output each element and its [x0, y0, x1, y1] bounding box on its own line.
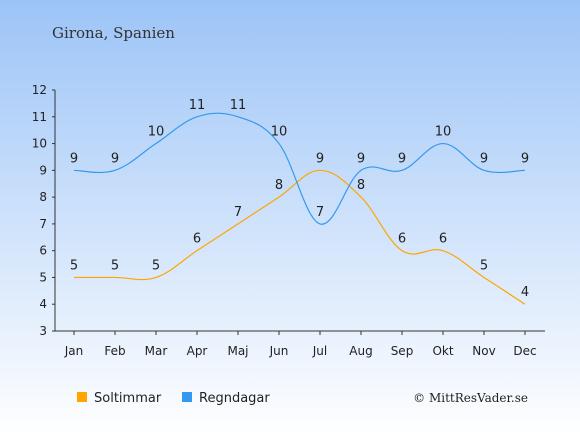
data-label-soltimmar: 5 [111, 258, 119, 273]
data-label-regndagar: 10 [148, 125, 165, 140]
data-label-soltimmar: 5 [480, 258, 488, 273]
y-tick-label: 12 [32, 83, 47, 97]
y-axis-ticks: 3 4 5 6 7 8 9 10 11 12 [32, 83, 55, 338]
x-tick-label: Sep [391, 344, 414, 358]
y-tick-label: 11 [32, 110, 47, 124]
data-label-soltimmar: 6 [439, 232, 447, 247]
data-label-regndagar: 9 [357, 151, 365, 166]
x-tick-label: Okt [432, 344, 453, 358]
x-tick-label: Feb [104, 344, 125, 358]
data-label-regndagar: 11 [230, 98, 247, 113]
data-label-regndagar: 9 [111, 151, 119, 166]
series-lines [73, 112, 526, 305]
legend-label-regndagar: Regndagar [199, 391, 270, 406]
data-labels: 5 5 5 6 7 8 9 8 6 6 5 4 9 9 10 11 11 10 7 9 9 10 9 9 [70, 98, 529, 300]
x-tick-label: Jul [312, 344, 327, 358]
y-tick-label: 3 [39, 324, 47, 338]
data-label-soltimmar: 6 [193, 232, 201, 247]
y-tick-label: 8 [39, 190, 47, 204]
y-tick-label: 7 [39, 217, 47, 231]
chart-title: Girona, Spanien [52, 24, 175, 42]
x-tick-label: Dec [513, 344, 536, 358]
credit-text: © MittResVader.se [413, 391, 528, 405]
y-tick-label: 9 [39, 163, 47, 177]
y-tick-label: 4 [39, 297, 47, 311]
data-label-soltimmar: 8 [275, 178, 283, 193]
data-label-regndagar: 10 [271, 125, 288, 140]
x-tick-label: Maj [227, 344, 248, 358]
data-label-soltimmar: 4 [521, 285, 529, 300]
legend: Soltimmar Regndagar [77, 391, 270, 406]
data-label-soltimmar: 8 [357, 178, 365, 193]
data-label-regndagar: 11 [189, 98, 206, 113]
data-label-soltimmar: 5 [152, 258, 160, 273]
x-tick-label: Aug [349, 344, 372, 358]
x-tick-label: Mar [145, 344, 168, 358]
data-label-regndagar: 9 [521, 151, 529, 166]
data-label-soltimmar: 5 [70, 258, 78, 273]
y-tick-label: 6 [39, 244, 47, 258]
x-tick-label: Jun [269, 344, 289, 358]
legend-swatch-regndagar [182, 392, 192, 402]
x-axis-ticks: Jan Feb Mar Apr Maj Jun Jul Aug Sep Okt Nov Dec [64, 331, 537, 358]
data-label-regndagar: 10 [435, 125, 452, 140]
data-label-soltimmar: 6 [398, 232, 406, 247]
data-label-regndagar: 9 [70, 151, 78, 166]
series-line-regndagar [73, 112, 526, 225]
x-tick-label: Jan [64, 344, 84, 358]
data-label-soltimmar: 7 [234, 205, 242, 220]
legend-swatch-soltimmar [77, 392, 87, 402]
data-label-regndagar: 7 [316, 205, 324, 220]
y-tick-label: 10 [32, 137, 47, 151]
data-label-regndagar: 9 [480, 151, 488, 166]
legend-label-soltimmar: Soltimmar [94, 391, 162, 406]
x-tick-label: Nov [472, 344, 495, 358]
data-label-regndagar: 9 [398, 151, 406, 166]
data-label-soltimmar: 9 [316, 151, 324, 166]
y-tick-label: 5 [39, 270, 47, 284]
x-tick-label: Apr [187, 344, 208, 358]
series-line-soltimmar [73, 169, 526, 305]
